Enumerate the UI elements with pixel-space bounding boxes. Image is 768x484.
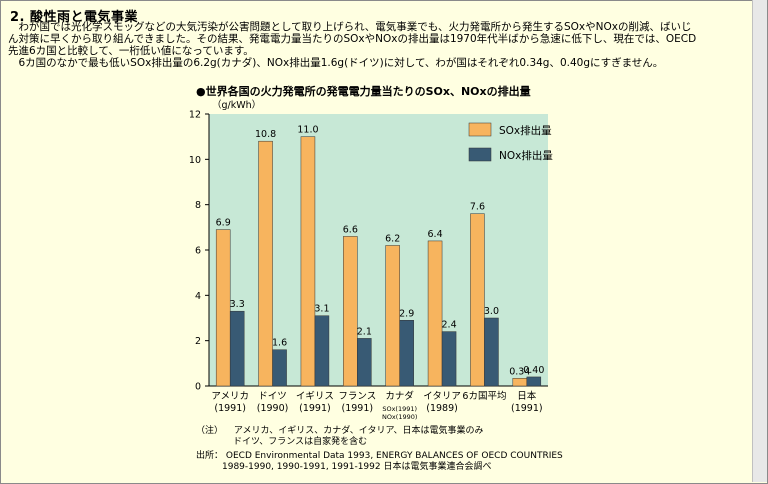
nox-value-label: 3.1 [314, 304, 329, 315]
sox-value-label: 7.6 [470, 202, 485, 213]
legend-swatch [468, 147, 492, 162]
sox-value-label: 11.0 [297, 125, 318, 136]
paragraph-line-2: ん対策に早くから取り組んできました。その結果、発電電力量当たりのSOxやNOxの… [8, 33, 697, 45]
x-category-label: イタリア [423, 391, 461, 402]
vertical-scrollbar[interactable] [752, 0, 767, 482]
source-line-1: OECD Environmental Data 1993, ENERGY BAL… [225, 451, 563, 461]
x-category-year-label: (1991) [342, 403, 374, 414]
x-category-year-label: NOx(1990) [382, 413, 417, 421]
x-category-label: イギリス [296, 391, 334, 402]
paragraph-line-4: 6カ国のなかで最も低いSOx排出量の6.2g(カナダ)、NOx排出量1.6g(ド… [8, 57, 664, 69]
y-axis-unit-label: （g/kWh） [212, 99, 261, 111]
sox-bar [385, 245, 400, 387]
x-category-label: カナダ [385, 390, 414, 402]
nox-bar [441, 331, 457, 387]
nox-bar [526, 376, 542, 387]
legend-swatch [468, 122, 492, 137]
y-tick-label: 6 [195, 246, 201, 257]
nox-value-label: 2.9 [399, 308, 414, 319]
x-category-label: フランス [338, 391, 376, 402]
y-tick-label: 10 [189, 155, 201, 166]
chart-title: ●世界各国の火力発電所の発電電力量当たりのSOx、NOxの排出量 [196, 85, 531, 98]
x-category-label: 日本 [517, 390, 537, 402]
x-category-label: ドイツ [258, 391, 287, 402]
nox-value-label: 2.4 [442, 320, 457, 331]
sox-bar [215, 229, 231, 387]
nox-bar [484, 317, 499, 387]
x-category-year-label: (1989) [426, 403, 458, 414]
sox-value-label: 10.8 [255, 129, 276, 140]
note-line-1: アメリカ、イギリス、カナダ、イタリア、日本は電気事業のみ [233, 426, 484, 436]
paragraph-line-1: わが国では光化学スモッグなどの大気汚染が公害問題として取り上げられ、電気事業でも… [8, 21, 692, 33]
x-category-year-label: (1990) [257, 403, 289, 414]
sox-bar [512, 378, 528, 387]
section-heading: 2. 酸性雨と電気事業 [10, 10, 139, 25]
sox-value-label: 6.6 [343, 224, 358, 235]
y-tick-label: 12 [189, 110, 201, 121]
sox-value-label: 6.9 [216, 218, 231, 229]
nox-value-label: 1.6 [272, 338, 287, 349]
note-line-2: ドイツ、フランスは自家発を含む [233, 437, 368, 447]
sox-bar [300, 136, 316, 387]
note: （注） アメリカ、イギリス、カナダ、イタリア、日本は電気事業のみ [196, 426, 484, 437]
nox-bar [314, 315, 330, 387]
nox-value-label: 0.40 [523, 365, 544, 376]
x-category-label: 6カ国平均 [462, 390, 506, 402]
nox-bar [357, 338, 372, 387]
nox-bar [272, 349, 287, 387]
sox-bar [427, 240, 443, 387]
y-tick-label: 0 [195, 382, 201, 393]
nox-bar [399, 320, 414, 387]
legend-label: NOx排出量 [499, 149, 553, 162]
nox-value-label: 3.3 [230, 299, 245, 310]
sox-value-label: 0.34 [509, 366, 530, 377]
y-tick-label: 4 [195, 291, 201, 302]
nox-bar [229, 310, 245, 387]
sox-bar [343, 236, 358, 387]
x-category-year-label: (1991) [299, 403, 331, 414]
x-category-year-label: (1991) [511, 403, 543, 414]
x-category-year-label: SOx(1991) [382, 405, 417, 413]
source-line-2: 1989-1990, 1990-1991, 1991-1992 日本は電気事業連… [222, 462, 492, 472]
sox-value-label: 6.4 [428, 229, 443, 240]
nox-value-label: 2.1 [357, 326, 372, 337]
x-category-year-label: (1991) [214, 403, 246, 414]
sox-bar [258, 140, 273, 387]
y-tick-label: 8 [195, 200, 201, 211]
legend-label: SOx排出量 [499, 124, 552, 137]
source: 出所： OECD Environmental Data 1993, ENERGY… [196, 451, 563, 462]
sox-value-label: 6.2 [385, 233, 400, 244]
y-tick-label: 2 [195, 336, 201, 347]
paragraph-line-3: 先進6カ国と比較して、一桁低い値になっています。 [8, 45, 254, 57]
nox-value-label: 3.0 [484, 306, 499, 317]
note-label: （注） [196, 426, 224, 436]
x-category-label: アメリカ [211, 391, 249, 402]
sox-bar [470, 213, 485, 387]
source-label: 出所： [196, 451, 224, 461]
